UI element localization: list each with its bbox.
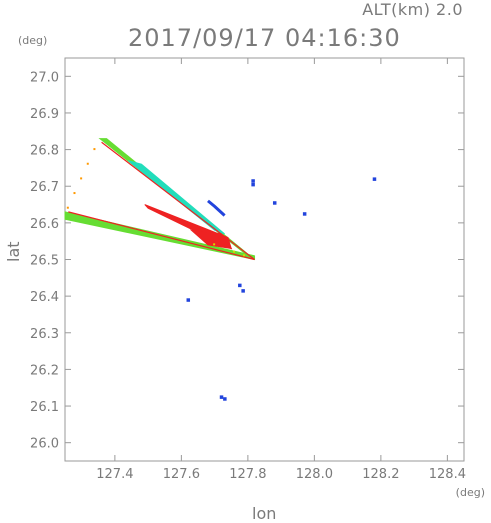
- echo-point-blue: [272, 201, 277, 205]
- x-axis-unit: (deg): [455, 486, 485, 499]
- x-tick-label: 128.0: [296, 467, 333, 482]
- data-marks: [64, 138, 377, 401]
- y-tick-label: 26.3: [30, 327, 59, 342]
- x-tick-label: 127.6: [163, 467, 200, 482]
- x-tick-label: 128.4: [429, 467, 466, 482]
- echo-point-blue: [238, 283, 242, 288]
- timestamp-title: 2017/09/17 04:16:30: [128, 24, 401, 52]
- y-tick-label: 26.4: [30, 290, 59, 305]
- echo-point-blue: [302, 212, 307, 216]
- x-tick-label: 128.2: [362, 467, 399, 482]
- echo-point-blue: [251, 179, 255, 183]
- y-tick-label: 26.1: [30, 400, 59, 415]
- echo-point-orange: [80, 177, 83, 180]
- x-tick-label: 127.4: [96, 467, 133, 482]
- y-tick-label: 26.7: [30, 180, 59, 195]
- echo-point-blue: [186, 298, 191, 302]
- y-tick-label: 26.2: [30, 363, 59, 378]
- echo-point-blue: [241, 289, 245, 293]
- x-axis-label: lon: [252, 504, 277, 523]
- echo-point-orange: [73, 192, 76, 195]
- echo-point-orange: [86, 162, 89, 165]
- echo-point-blue: [223, 397, 227, 401]
- y-tick-label: 26.9: [30, 107, 59, 122]
- echo-point-yellow: [243, 254, 246, 257]
- x-tick-label: 127.8: [229, 467, 266, 482]
- echo-band-red: [189, 229, 233, 250]
- altitude-label: ALT(km) 2.0: [362, 0, 463, 19]
- echo-point-blue: [219, 395, 224, 399]
- echo-line-red: [68, 211, 255, 261]
- echo-line-blue: [207, 199, 226, 217]
- axis-ticks: 26.0 26.1 26.2 26.3 26.4 26.5 26.6 26.7 26.8 26.9…: [30, 58, 466, 482]
- echo-point-orange: [93, 148, 96, 151]
- echo-point-blue: [372, 177, 377, 181]
- y-tick-label: 26.0: [30, 437, 59, 452]
- echo-point-yellow: [233, 250, 236, 253]
- echo-point-yellow: [213, 243, 216, 246]
- echo-point-blue: [251, 182, 255, 187]
- y-tick-label: 26.6: [30, 217, 59, 232]
- y-tick-label: 27.0: [30, 70, 59, 85]
- y-axis-label: lat: [4, 241, 23, 262]
- echo-point-orange: [66, 206, 69, 209]
- y-tick-label: 26.5: [30, 254, 59, 269]
- y-tick-label: 26.8: [30, 144, 59, 159]
- plot-frame: [64, 57, 465, 462]
- y-axis-unit: (deg): [18, 34, 48, 47]
- echo-band-cyan: [127, 160, 225, 235]
